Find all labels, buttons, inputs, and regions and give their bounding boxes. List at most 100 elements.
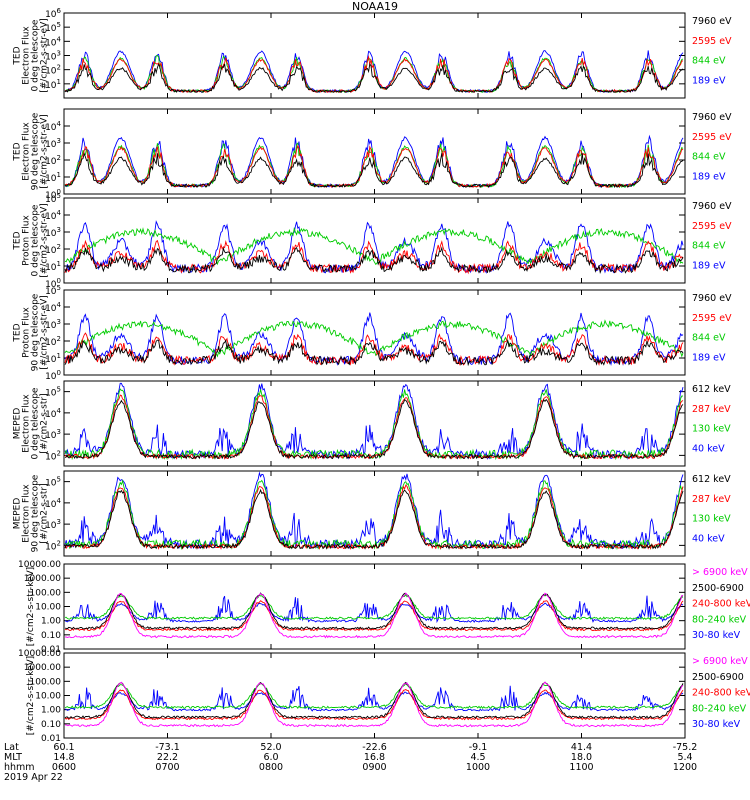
y-axis-label-line: TED bbox=[13, 46, 23, 65]
legend-entry: 189 eV bbox=[692, 260, 726, 271]
legend-entry: 287 keV bbox=[692, 404, 731, 415]
y-tick-exponent: 5 bbox=[57, 386, 61, 394]
y-axis-label-line: [#/cm2-s-str-eV] bbox=[40, 114, 50, 189]
series-7960-ev bbox=[64, 62, 684, 93]
series-40-kev bbox=[64, 471, 684, 550]
x-tick-lat: -22.6 bbox=[362, 742, 387, 753]
y-tick-label: 103 bbox=[45, 226, 61, 239]
y-tick-exponent: 0 bbox=[57, 188, 61, 196]
x-tick-lat: -75.2 bbox=[673, 742, 698, 753]
y-tick-exponent: 4 bbox=[57, 301, 62, 309]
y-tick-exponent: 5 bbox=[57, 284, 61, 292]
y-tick-label: 102 bbox=[45, 449, 61, 462]
y-tick-exponent: 2 bbox=[57, 64, 61, 72]
y-tick-label: 101 bbox=[45, 260, 61, 273]
legend-entry: 240-800 keV bbox=[692, 599, 750, 610]
y-tick-label: 104 bbox=[45, 407, 61, 420]
legend-entry: 287 keV bbox=[692, 494, 731, 505]
y-tick-label-text: 10 bbox=[45, 500, 57, 510]
series-130-kev bbox=[64, 388, 684, 461]
y-tick-label: 100 bbox=[45, 188, 61, 201]
series-80-240-kev bbox=[64, 594, 684, 620]
x-tick-hhmm: 1200 bbox=[673, 762, 697, 773]
y-axis-label-line: [#/cm2-s-str-keV] bbox=[26, 567, 36, 646]
y-tick-label-text: 10 bbox=[45, 229, 57, 239]
legend-entry: 30-80 keV bbox=[692, 630, 741, 641]
series-2500-6900 bbox=[64, 592, 683, 630]
y-tick-label: 101 bbox=[45, 171, 61, 184]
series-612-kev bbox=[64, 488, 684, 550]
y-tick-label-text: 10 bbox=[45, 212, 57, 222]
y-tick-label: 104 bbox=[45, 497, 61, 510]
y-tick-label-text: 10 bbox=[45, 123, 57, 133]
legend-entry: 80-240 keV bbox=[692, 614, 747, 625]
legend-entry: 2595 eV bbox=[692, 313, 732, 324]
x-tick-lat: 60.1 bbox=[53, 742, 74, 753]
y-tick-label: 101 bbox=[45, 352, 61, 365]
y-tick-label-text: 10 bbox=[45, 521, 57, 531]
legend-entry: 2595 eV bbox=[692, 132, 732, 143]
y-tick-label-text: 10 bbox=[45, 287, 57, 297]
y-tick-label: 1000.00 bbox=[24, 574, 61, 584]
legend-entry: 7960 eV bbox=[692, 293, 732, 304]
y-tick-exponent: 3 bbox=[57, 137, 61, 145]
y-tick-exponent: 4 bbox=[57, 120, 62, 128]
y-axis-label-line: TED bbox=[13, 142, 23, 161]
series-240-800-kev bbox=[64, 688, 684, 721]
y-tick-label: 101 bbox=[45, 78, 61, 91]
x-tick-lat: 52.0 bbox=[260, 742, 281, 753]
legend-entry: 7960 eV bbox=[692, 16, 732, 27]
y-tick-label-text: 10 bbox=[45, 452, 57, 462]
y-tick-label: 103 bbox=[45, 428, 61, 441]
legend-entry: > 6900 keV bbox=[692, 567, 748, 578]
y-tick-label: 0.01 bbox=[41, 734, 61, 744]
x-row-label-mlt: MLT bbox=[4, 752, 22, 763]
series-40-kev bbox=[64, 382, 684, 461]
legend-entry: 2500-6900 bbox=[692, 583, 744, 594]
y-tick-label-text: 10 bbox=[45, 410, 57, 420]
y-axis-label-line: MEPED bbox=[13, 408, 23, 440]
y-tick-exponent: 2 bbox=[57, 539, 61, 547]
y-tick-label-text: 10 bbox=[45, 246, 57, 256]
x-row-label-hhmm: hhmm bbox=[4, 762, 35, 773]
y-tick-label: 1.00 bbox=[41, 617, 61, 627]
x-tick-lat: -73.1 bbox=[155, 742, 180, 753]
y-tick-exponent: 3 bbox=[57, 318, 61, 326]
y-tick-label: 104 bbox=[45, 35, 61, 48]
x-tick-mlt: 5.4 bbox=[677, 752, 692, 763]
y-tick-exponent: 3 bbox=[57, 518, 61, 526]
y-tick-exponent: 1 bbox=[57, 171, 61, 179]
series-240-800-kev bbox=[64, 600, 684, 632]
y-tick-label-text: 10 bbox=[45, 174, 57, 184]
y-tick-label-text: 10 bbox=[45, 157, 57, 167]
y-axis-label: TEDElectron Flux90 deg telescope[#/cm2-s… bbox=[13, 112, 50, 190]
x-tick-mlt: 16.8 bbox=[364, 752, 385, 763]
y-tick-exponent: 2 bbox=[57, 243, 61, 251]
series-2595-ev bbox=[64, 55, 684, 94]
legend-entry: 130 keV bbox=[692, 424, 731, 435]
y-tick-label: 0.01 bbox=[41, 645, 61, 655]
y-axis-label-line: MEPED bbox=[13, 498, 23, 530]
y-tick-exponent: 4 bbox=[57, 35, 62, 43]
legend-entry: 612 keV bbox=[692, 384, 731, 395]
y-tick-label-text: 10 bbox=[45, 280, 57, 290]
y-tick-label-text: 10 bbox=[45, 389, 57, 399]
y-tick-label: 100 bbox=[45, 369, 61, 382]
series-612-kev bbox=[64, 398, 684, 460]
y-axis-label-line: 0 deg telescope bbox=[31, 19, 41, 91]
y-tick-exponent: 2 bbox=[57, 335, 61, 343]
y-tick-label: 102 bbox=[45, 64, 61, 77]
y-axis-label-line: [#/cm2-s-str-eV] bbox=[40, 295, 50, 370]
panel-meped-p-0: 0.01 0.10 1.00 10.00 100.00 1000.00 10000.00[#… bbox=[18, 560, 750, 655]
legend-entry: 189 eV bbox=[692, 352, 726, 363]
y-tick-label: 10.00 bbox=[35, 692, 61, 702]
y-tick-exponent: 5 bbox=[57, 192, 61, 200]
y-tick-label-text: 10 bbox=[45, 191, 57, 201]
y-axis-label-line: [#/cm2-s-str-keV] bbox=[26, 656, 36, 735]
y-tick-label-text: 10 bbox=[45, 53, 57, 63]
